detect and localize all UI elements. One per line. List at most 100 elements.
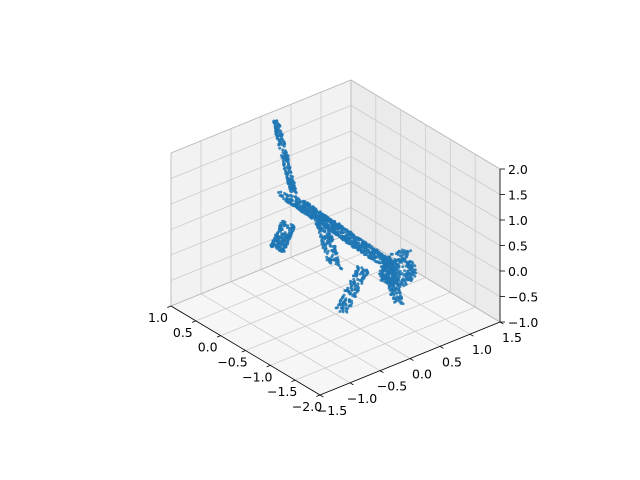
z-tick-label: 0.0	[508, 264, 528, 279]
x-tick-label: 1.0	[148, 310, 168, 325]
scatter-point	[379, 265, 383, 269]
scatter-point	[288, 229, 291, 232]
y-tick-label: −1.0	[347, 391, 377, 406]
scatter-point	[321, 219, 325, 223]
scatter-point	[313, 215, 317, 219]
scatter-point	[399, 281, 403, 285]
grid-line	[170, 105, 352, 179]
scatter-point	[340, 234, 344, 238]
scatter-point	[401, 277, 405, 281]
scatter-point	[405, 261, 409, 265]
scatter-point	[273, 124, 277, 128]
x-tick-label: 0.0	[198, 340, 218, 355]
scatter-point	[284, 199, 288, 203]
scatter-point	[281, 159, 285, 163]
scatter-point	[282, 167, 286, 171]
scatter-point	[326, 240, 330, 244]
scatter-point	[277, 248, 281, 252]
scatter-point	[320, 242, 324, 246]
scatter-point	[393, 258, 397, 261]
scatter-point	[354, 269, 358, 273]
grid-line	[230, 281, 381, 372]
z-tick-label: 1.5	[508, 188, 528, 203]
scatter-point	[389, 293, 393, 296]
scatter-point	[341, 302, 345, 306]
pane-edge	[170, 232, 352, 307]
scatter-point	[393, 280, 397, 284]
pane-edge	[350, 79, 501, 170]
scatter-point	[393, 300, 397, 304]
scatter-point	[350, 301, 354, 305]
scatter-point	[402, 279, 406, 283]
grid-line	[350, 130, 501, 221]
scatter-point	[355, 274, 358, 278]
grid-line	[170, 130, 352, 205]
scatter-point	[409, 249, 413, 253]
scatter-point	[356, 277, 360, 281]
pane-edge	[170, 79, 352, 154]
scatter-point	[279, 221, 283, 225]
scatter-point	[279, 154, 283, 157]
scatter-point	[282, 163, 286, 167]
scatter-point	[338, 309, 342, 313]
scatter-point	[321, 246, 325, 250]
scatter-point	[347, 298, 351, 302]
scatter-point	[274, 234, 278, 238]
scatter-point	[274, 132, 278, 136]
scatter-point	[358, 272, 362, 276]
scatter-point	[269, 244, 273, 248]
scatter-point	[284, 159, 288, 163]
x-tick	[216, 335, 221, 338]
x-tick	[167, 305, 172, 308]
scatter-point	[321, 235, 325, 239]
grid-line	[200, 293, 351, 384]
scatter-point	[352, 282, 356, 286]
scatter-point	[337, 303, 340, 307]
scatter-point	[398, 291, 402, 295]
scatter-point	[352, 274, 355, 278]
scatter-point	[278, 146, 282, 150]
scatter-point	[413, 264, 417, 268]
scatter-point	[334, 262, 338, 266]
scatter-point	[282, 144, 286, 148]
scatter-point	[346, 286, 350, 290]
scatter-point	[352, 238, 356, 242]
scatter-point	[339, 306, 343, 310]
scatter-point	[288, 185, 291, 189]
scatter-point	[410, 270, 413, 274]
scatter-point	[384, 268, 388, 272]
scatter-point	[282, 197, 286, 201]
scatter-point	[285, 226, 289, 229]
scatter-point	[289, 223, 293, 226]
scatter-point	[325, 232, 329, 236]
y-tick	[319, 394, 324, 398]
scatter-point	[325, 252, 329, 255]
scatter-point	[403, 269, 407, 273]
scatter-point	[283, 192, 287, 195]
scatter-point	[325, 255, 329, 259]
scatter-point	[281, 148, 285, 152]
scatter-point	[334, 252, 338, 256]
x-tick	[291, 379, 296, 383]
scatter-point	[395, 291, 398, 295]
scatter-point	[340, 228, 344, 232]
scatter-point	[353, 288, 357, 291]
scatter-point	[376, 253, 380, 256]
scatter-point	[301, 199, 305, 203]
scatter-point	[294, 199, 298, 203]
y-tick-label: 0.0	[412, 367, 432, 382]
scatter-point	[281, 151, 285, 154]
scatter-point	[284, 169, 287, 173]
scatter-point	[397, 299, 401, 303]
scatter-point	[391, 297, 395, 300]
y-tick	[409, 358, 414, 361]
x-tick-label: −0.5	[217, 355, 247, 370]
scatter-point	[318, 210, 322, 214]
scatter-point	[398, 293, 402, 297]
scatter-point	[280, 143, 284, 147]
scatter-point	[347, 304, 351, 308]
scatter-point	[371, 251, 375, 254]
z-tick-label: 0.5	[508, 239, 528, 254]
scatter-point	[353, 272, 357, 275]
x-tick-label: −2.0	[292, 399, 322, 414]
